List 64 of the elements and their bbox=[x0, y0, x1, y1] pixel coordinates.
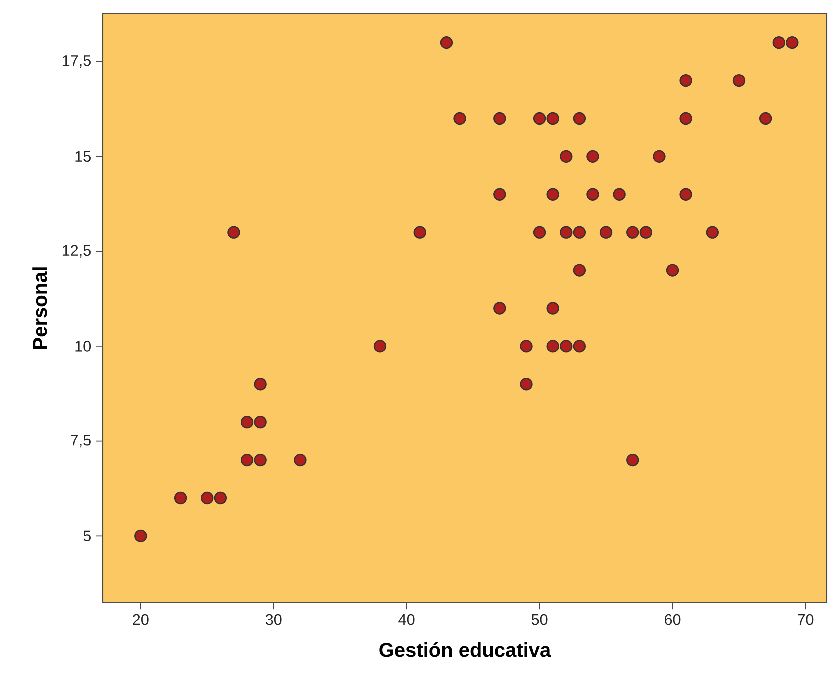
point bbox=[254, 416, 267, 429]
point bbox=[546, 302, 560, 315]
y-tick-label: 7,5 bbox=[71, 435, 91, 448]
point bbox=[732, 74, 746, 88]
point bbox=[626, 226, 640, 239]
x-tick-label: 30 bbox=[266, 614, 282, 626]
point bbox=[573, 264, 586, 277]
point bbox=[494, 302, 506, 315]
point bbox=[573, 112, 586, 126]
point bbox=[560, 340, 573, 353]
point bbox=[494, 188, 506, 201]
point bbox=[680, 112, 692, 126]
x-tick-label: 60 bbox=[665, 614, 681, 626]
point bbox=[680, 188, 692, 201]
y-tick-label: 17,5 bbox=[62, 56, 91, 68]
point bbox=[533, 112, 546, 126]
point bbox=[134, 530, 148, 543]
x-tick-label: 70 bbox=[798, 614, 814, 626]
point bbox=[494, 112, 506, 126]
point bbox=[533, 226, 546, 239]
point bbox=[294, 454, 307, 467]
y-tick-label: 15 bbox=[76, 151, 91, 162]
point bbox=[414, 226, 426, 239]
point bbox=[640, 226, 652, 239]
x-tick-label: 50 bbox=[532, 614, 548, 626]
point bbox=[374, 340, 387, 353]
y-tick-label: 5 bbox=[84, 530, 91, 542]
point bbox=[573, 340, 586, 353]
point bbox=[228, 226, 240, 239]
point bbox=[586, 150, 600, 164]
point bbox=[573, 226, 586, 239]
point bbox=[240, 416, 254, 429]
point bbox=[174, 492, 188, 505]
point bbox=[560, 150, 573, 164]
point bbox=[666, 264, 680, 277]
point bbox=[560, 226, 573, 239]
point bbox=[706, 226, 719, 239]
x-axis-title: Gestión educativa bbox=[380, 642, 552, 658]
y-axis-title: Personal bbox=[32, 268, 48, 350]
point bbox=[760, 112, 772, 126]
point bbox=[201, 492, 214, 505]
y-tick-label: 10 bbox=[76, 341, 92, 352]
point bbox=[440, 36, 454, 50]
point bbox=[254, 378, 267, 391]
point bbox=[600, 226, 613, 239]
point bbox=[680, 74, 692, 88]
x-tick-label: 40 bbox=[398, 614, 415, 626]
point bbox=[546, 112, 560, 126]
point bbox=[586, 188, 600, 201]
point bbox=[520, 378, 533, 391]
point bbox=[254, 454, 267, 467]
y-tick-label: 12,5 bbox=[62, 245, 91, 258]
point bbox=[772, 36, 786, 50]
point bbox=[613, 188, 626, 201]
point bbox=[786, 36, 799, 50]
point bbox=[214, 492, 228, 505]
point bbox=[626, 454, 640, 467]
point bbox=[546, 340, 560, 353]
point bbox=[653, 150, 666, 164]
point bbox=[546, 188, 560, 201]
point bbox=[240, 454, 254, 467]
point bbox=[454, 112, 466, 126]
x-tick-label: 20 bbox=[133, 614, 149, 626]
point bbox=[520, 340, 533, 353]
